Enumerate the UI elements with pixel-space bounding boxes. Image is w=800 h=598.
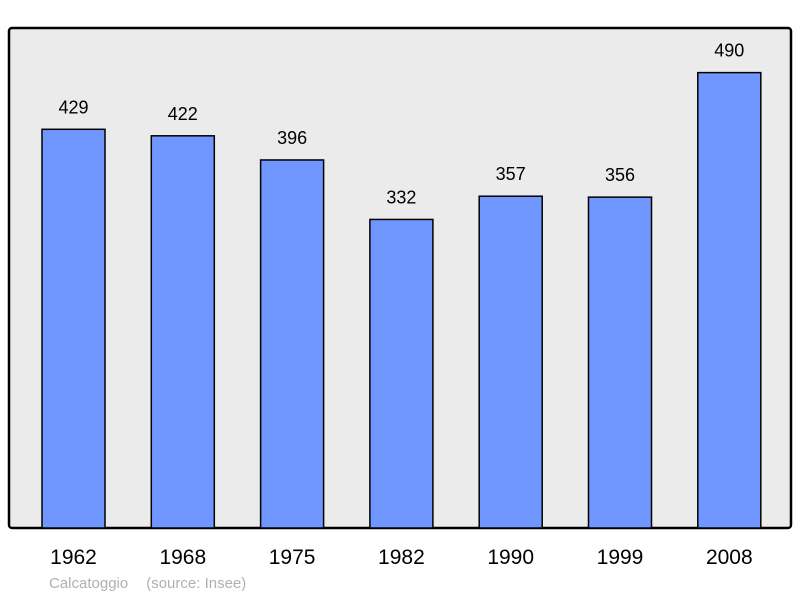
data-label-2008: 490 (714, 41, 744, 61)
data-label-1999: 356 (605, 165, 635, 185)
bar-1999 (587, 196, 653, 529)
x-tick-label-1999: 1999 (597, 546, 644, 569)
x-tick-label-1982: 1982 (378, 546, 425, 569)
data-label-1990: 357 (496, 164, 526, 184)
bar-1990 (478, 195, 543, 529)
data-label-1982: 332 (386, 187, 416, 207)
data-label-1968: 422 (168, 104, 198, 124)
bar-1975 (259, 159, 325, 529)
x-tick-label-1968: 1968 (159, 546, 206, 569)
source-label: (source: Insee) (146, 575, 247, 592)
bar-1968 (150, 135, 216, 529)
x-tick-label-2008: 2008 (706, 546, 753, 569)
bar-1962 (41, 128, 106, 529)
bar-2008 (697, 71, 762, 529)
commune-label: Calcatoggio (49, 575, 129, 592)
x-tick-label-1990: 1990 (487, 546, 534, 569)
footer: Calcatoggio (source: Insee) (49, 575, 264, 592)
data-label-1975: 396 (277, 128, 307, 148)
x-tick-label-1962: 1962 (50, 546, 97, 569)
x-tick-label-1975: 1975 (269, 546, 316, 569)
data-label-1962: 429 (58, 97, 88, 117)
bar-1982 (369, 218, 434, 529)
